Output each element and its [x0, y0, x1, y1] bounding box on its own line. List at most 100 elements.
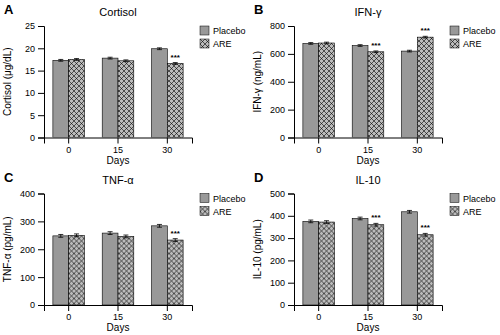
- axis-line: [38, 194, 45, 306]
- tick-mark: [318, 138, 319, 144]
- title: TNF-α: [102, 174, 134, 186]
- tick: 30: [412, 305, 422, 322]
- tick: 5: [30, 111, 44, 121]
- legend-swatch: [450, 26, 459, 35]
- tick-label: 0: [66, 145, 71, 155]
- error-bar: [157, 48, 162, 50]
- axis-line: [295, 306, 443, 312]
- tick: 30: [162, 305, 172, 322]
- tick-label: 15: [363, 312, 373, 322]
- tick: 0: [66, 305, 71, 322]
- tick-label: 400: [270, 77, 285, 87]
- plot-area: 010020030040050001530******: [270, 189, 443, 323]
- bar: [417, 37, 433, 137]
- legend-label: Placebo: [463, 194, 496, 204]
- tick-mark: [368, 305, 369, 311]
- tick: 200: [270, 105, 294, 115]
- tick-label: 800: [270, 21, 285, 31]
- tick-mark: [288, 283, 294, 284]
- tick: 400: [270, 77, 294, 87]
- tick: 15: [113, 305, 123, 322]
- tick: 400: [270, 211, 294, 221]
- legend-swatch: [200, 26, 209, 35]
- tick: 500: [270, 189, 294, 199]
- bar: [102, 58, 118, 137]
- tick: 15: [363, 138, 373, 155]
- significance-label: ***: [371, 41, 381, 50]
- error-bar: [358, 45, 363, 47]
- tick-label: 100: [270, 278, 285, 288]
- panel-label: B: [254, 2, 263, 17]
- bar: [118, 236, 134, 305]
- panel-label: D: [254, 170, 263, 185]
- series: [69, 59, 183, 138]
- tick-mark: [318, 305, 319, 311]
- tick-label: 0: [30, 300, 35, 310]
- bar: [69, 235, 85, 305]
- axis-line: [288, 27, 295, 139]
- tick-mark: [288, 238, 294, 239]
- bar: [319, 222, 335, 305]
- legend: PlaceboARE: [200, 194, 246, 217]
- x-axis: 0 15 30: [45, 305, 193, 322]
- tick-label: 15: [25, 66, 35, 76]
- tick-label: 10: [25, 88, 35, 98]
- tick-label: 300: [20, 217, 35, 227]
- x-axis-title: Days: [357, 322, 380, 333]
- tick: 0: [316, 305, 321, 322]
- y-axis-title: TNF-α (pg/mL): [2, 216, 13, 282]
- tick-label: 15: [113, 312, 123, 322]
- y-axis: 0100200300400500: [270, 189, 295, 311]
- tick: 0: [316, 138, 321, 155]
- y-axis: 0100200300400: [20, 189, 45, 311]
- tick-mark: [167, 305, 168, 311]
- bar: [102, 233, 118, 305]
- error-bar: [373, 51, 378, 53]
- bar: [417, 235, 433, 305]
- tick-mark: [288, 260, 294, 261]
- error-bar: [108, 232, 113, 235]
- error-bar: [407, 50, 412, 52]
- tick-mark: [288, 54, 294, 55]
- tick: 800: [270, 21, 294, 31]
- panel: 010020030040001530***CTNF-αDaysTNF-α (pg…: [2, 170, 246, 334]
- tick-label: 30: [162, 312, 172, 322]
- tick: 30: [162, 138, 172, 155]
- error-bar: [423, 233, 428, 236]
- x-axis: 0 15 30: [295, 305, 443, 322]
- bar: [352, 46, 368, 138]
- x-axis: 01530: [295, 138, 443, 155]
- legend: PlaceboARE: [200, 26, 246, 49]
- tick: 300: [270, 233, 294, 243]
- tick-mark: [288, 216, 294, 217]
- title: IFN-γ: [355, 6, 382, 18]
- error-bar: [123, 235, 128, 238]
- bar: [152, 226, 168, 305]
- error-bar: [358, 217, 363, 220]
- legend-item: ARE: [450, 39, 482, 49]
- error-bar: [324, 221, 329, 224]
- bar: [303, 43, 319, 137]
- tick-label: 15: [363, 145, 373, 155]
- tick-mark: [38, 221, 44, 222]
- axis-line: [295, 138, 443, 144]
- legend-label: Placebo: [213, 194, 246, 204]
- error-bar: [58, 234, 63, 237]
- legend-item: Placebo: [450, 194, 496, 204]
- significance-label: ***: [421, 223, 431, 232]
- tick-mark: [38, 277, 44, 278]
- panel-label: C: [4, 170, 14, 185]
- tick: 0: [30, 300, 44, 310]
- tick-label: 400: [270, 211, 285, 221]
- significance-label: ***: [421, 26, 431, 35]
- bar: [402, 212, 418, 305]
- panel-label: A: [4, 2, 14, 17]
- tick: 0: [30, 133, 44, 143]
- series: [319, 36, 433, 137]
- legend-item: ARE: [200, 39, 232, 49]
- tick-mark: [288, 305, 294, 306]
- tick-label: 200: [20, 245, 35, 255]
- axis-line: [288, 194, 295, 306]
- bar: [69, 59, 85, 137]
- tick: 100: [270, 278, 294, 288]
